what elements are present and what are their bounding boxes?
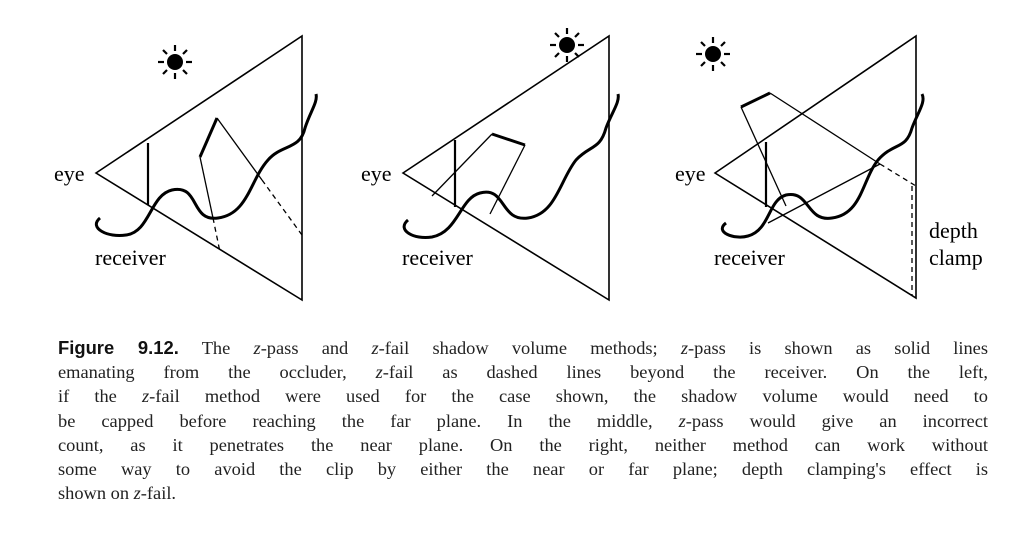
eye-label: eye [54,161,85,186]
occluder [740,91,771,109]
z-pass-line [740,106,787,207]
receiver-curve [720,93,925,239]
receiver-label: receiver [402,245,473,270]
figure-caption: Figure 9.12. The z-pass and z-fail shado… [58,336,988,505]
z-pass-line [767,163,881,224]
panel-left: eye receiver [54,34,318,302]
view-frustum [401,34,610,302]
z-fail-line [879,163,917,187]
depth-clamp-label: depth [929,218,978,243]
z-pass-line [431,133,493,197]
z-fail-line [212,217,221,253]
caption-line: emanating from the occluder, z-fail as d… [58,362,989,383]
receiver-label: receiver [714,245,785,270]
eye-label: eye [361,161,392,186]
receiver-curve [402,93,620,240]
light-source-icon [694,35,732,73]
receiver-curve [94,93,318,238]
caption-line: be capped before reaching the far plane.… [58,410,988,431]
z-pass-line [769,92,881,165]
z-fail-line [261,179,303,236]
panel-right: eye receiver depth clamp [675,34,983,300]
caption-line: if the z-fail method were used for the c… [58,386,988,407]
caption-line: The z-pass and z-fail shadow volume meth… [201,338,988,358]
figure-label: Figure 9.12. [58,337,179,358]
z-pass-line [216,117,263,181]
shadow-volume-figure: eye receiver eye receiver eye receiver d… [54,26,983,302]
receiver-label: receiver [95,245,166,270]
z-pass-line [199,156,214,219]
view-frustum [94,34,303,302]
depth-clamp-label: clamp [929,245,983,270]
caption-line: shown on z-fail. [58,483,177,504]
occluder [198,117,219,158]
light-source-icon [156,43,194,81]
panel-middle: eye receiver [361,26,620,302]
caption-line: count, as it penetrates the near plane. … [58,434,988,455]
eye-label: eye [675,161,706,186]
view-frustum [713,34,917,300]
occluder [491,132,526,147]
caption-line: some way to avoid the clip by either the… [58,459,988,480]
z-pass-line [489,144,526,215]
